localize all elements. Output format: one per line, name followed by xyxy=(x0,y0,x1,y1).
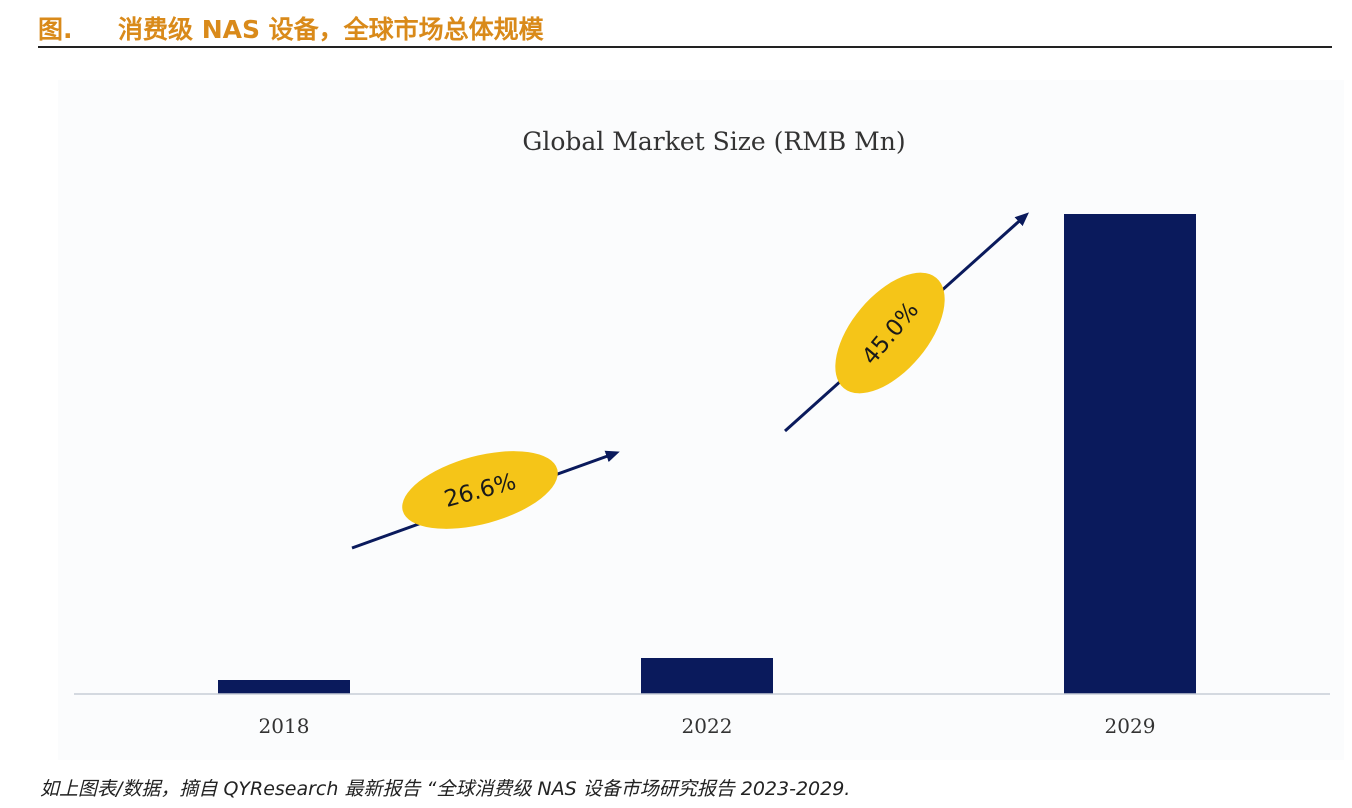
bar-2018 xyxy=(218,680,350,694)
bars-layer xyxy=(218,214,1196,694)
x-tick-labels: 2018 2022 2029 xyxy=(259,714,1156,738)
cagr-annotations: 26.6% 45.0% xyxy=(351,212,1029,550)
cagr-badge xyxy=(402,451,558,529)
x-tick-label-2029: 2029 xyxy=(1105,714,1156,738)
bar-2022 xyxy=(641,658,773,694)
source-footnote: 如上图表/数据，摘自 QYResearch 最新报告 “全球消费级 NAS 设备… xyxy=(40,778,851,800)
bar-2029 xyxy=(1064,214,1196,694)
chart-title: Global Market Size (RMB Mn) xyxy=(522,127,905,156)
cagr-annotation-1: 26.6% xyxy=(351,450,620,550)
cagr-badge xyxy=(835,272,945,394)
x-tick-label-2022: 2022 xyxy=(682,714,733,738)
figure-label: 图. xyxy=(38,15,73,44)
x-tick-label-2018: 2018 xyxy=(259,714,310,738)
cagr-annotation-2: 45.0% xyxy=(783,212,1029,433)
figure-header: 图. 消费级 NAS 设备，全球市场总体规模 xyxy=(38,6,1332,48)
figure-title: 消费级 NAS 设备，全球市场总体规模 xyxy=(118,15,544,44)
